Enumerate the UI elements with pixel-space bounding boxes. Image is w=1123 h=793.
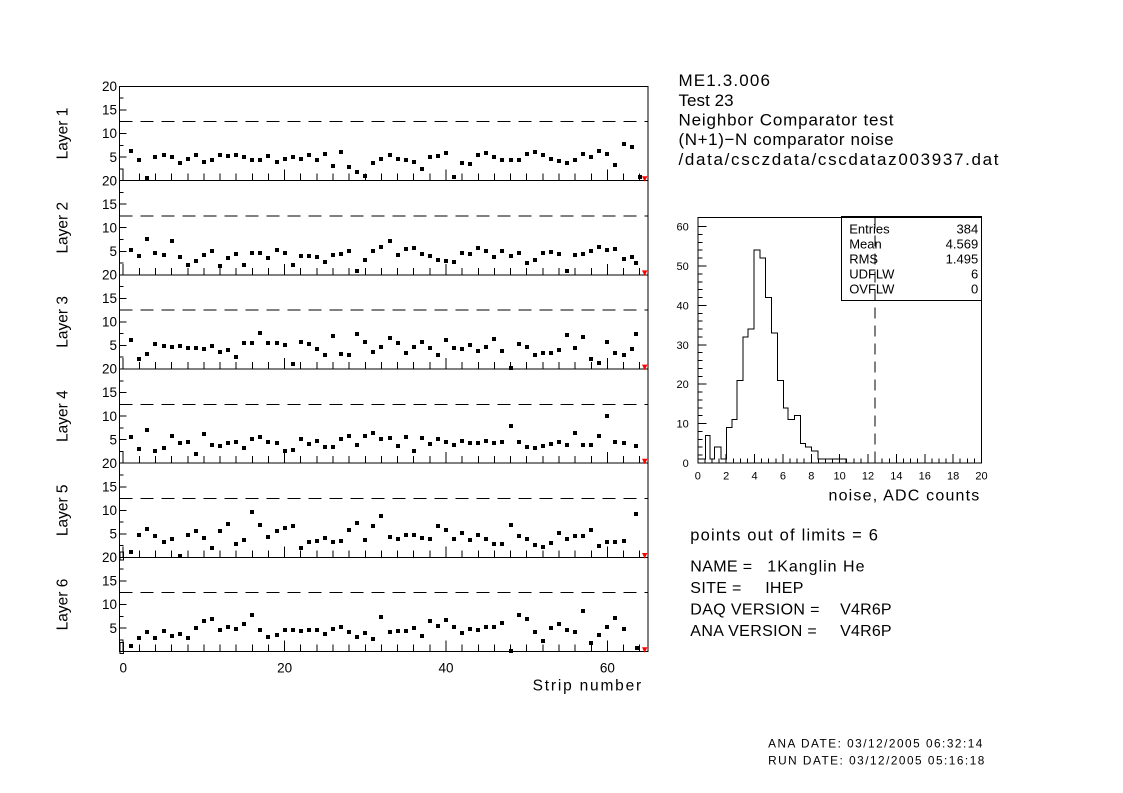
svg-text:5: 5 <box>109 150 117 165</box>
svg-text:Layer 5: Layer 5 <box>55 484 72 536</box>
svg-text:15: 15 <box>102 103 117 118</box>
svg-text:1Kanglin He: 1Kanglin He <box>767 559 865 576</box>
svg-text:20: 20 <box>102 173 117 188</box>
svg-text:0: 0 <box>695 471 701 483</box>
svg-text:NAME =: NAME = <box>690 559 752 576</box>
svg-text:15: 15 <box>102 385 117 400</box>
svg-text:5: 5 <box>109 244 117 259</box>
svg-text:Neighbor Comparator test: Neighbor Comparator test <box>679 111 895 130</box>
svg-text:20: 20 <box>102 362 117 377</box>
svg-text:V4R6P: V4R6P <box>840 623 892 640</box>
svg-text:20: 20 <box>975 471 987 483</box>
svg-text:12: 12 <box>862 471 874 483</box>
svg-text:ANA DATE: 03/12/2005 06:32:14: ANA DATE: 03/12/2005 06:32:14 <box>768 736 984 750</box>
svg-text:Layer 2: Layer 2 <box>55 202 72 254</box>
svg-text:V4R6P: V4R6P <box>840 602 892 619</box>
svg-text:20: 20 <box>102 550 117 565</box>
svg-text:RUN DATE: 03/12/2005 05:16:18: RUN DATE: 03/12/2005 05:16:18 <box>768 754 986 768</box>
svg-text:20: 20 <box>277 661 292 676</box>
svg-text:OVFLW: OVFLW <box>849 281 895 296</box>
svg-text:14: 14 <box>890 471 902 483</box>
svg-text:Layer 6: Layer 6 <box>55 579 72 631</box>
svg-text:8: 8 <box>808 471 814 483</box>
svg-text:10: 10 <box>102 409 117 424</box>
svg-text:RMS: RMS <box>849 251 878 266</box>
svg-text:(N+1)−N comparator noise: (N+1)−N comparator noise <box>679 130 895 149</box>
svg-text:15: 15 <box>102 574 117 589</box>
svg-text:60: 60 <box>677 222 689 234</box>
svg-text:10: 10 <box>102 597 117 612</box>
svg-text:15: 15 <box>102 197 117 212</box>
svg-text:4.569: 4.569 <box>946 236 979 251</box>
svg-text:5: 5 <box>109 338 117 353</box>
svg-text:10: 10 <box>102 126 117 141</box>
svg-text:50: 50 <box>677 261 689 273</box>
svg-text:10: 10 <box>102 315 117 330</box>
svg-text:noise, ADC counts: noise, ADC counts <box>828 488 980 505</box>
svg-text:Layer 4: Layer 4 <box>55 390 72 442</box>
svg-text:Layer 3: Layer 3 <box>55 296 72 348</box>
svg-text:10: 10 <box>102 503 117 518</box>
svg-text:10: 10 <box>102 220 117 235</box>
svg-text:IHEP: IHEP <box>765 580 804 597</box>
svg-text:0: 0 <box>119 661 127 676</box>
svg-text:30: 30 <box>677 340 689 352</box>
svg-text:points out of limits = 6: points out of limits = 6 <box>690 527 879 545</box>
svg-text:40: 40 <box>677 300 689 312</box>
svg-text:10: 10 <box>677 419 689 431</box>
svg-text:6: 6 <box>971 266 978 281</box>
svg-text:20: 20 <box>102 456 117 471</box>
svg-text:UDFLW: UDFLW <box>849 266 895 281</box>
svg-text:Layer 1: Layer 1 <box>55 108 72 160</box>
svg-text:16: 16 <box>919 471 931 483</box>
svg-text:20: 20 <box>677 379 689 391</box>
svg-text:ANA VERSION =: ANA VERSION = <box>690 623 817 640</box>
svg-text:Test 23: Test 23 <box>679 91 734 110</box>
svg-text:0: 0 <box>683 458 689 470</box>
svg-text:ME1.3.006: ME1.3.006 <box>679 71 772 90</box>
svg-text:5: 5 <box>109 527 117 542</box>
svg-text:Mean: Mean <box>849 236 882 251</box>
svg-text:DAQ VERSION =: DAQ VERSION = <box>690 602 819 619</box>
svg-text:SITE =: SITE = <box>690 580 741 597</box>
svg-text:15: 15 <box>102 480 117 495</box>
svg-text:0: 0 <box>971 281 978 296</box>
svg-text:20: 20 <box>102 268 117 283</box>
svg-text:/data/csczdata/cscdataz003937.: /data/csczdata/cscdataz003937.dat <box>679 150 1001 169</box>
svg-text:2: 2 <box>723 471 729 483</box>
svg-text:40: 40 <box>438 661 453 676</box>
svg-text:384: 384 <box>956 222 978 237</box>
svg-text:18: 18 <box>947 471 959 483</box>
svg-text:1.495: 1.495 <box>946 251 979 266</box>
svg-text:60: 60 <box>600 661 615 676</box>
svg-text:5: 5 <box>109 432 117 447</box>
svg-text:10: 10 <box>833 471 845 483</box>
svg-text:Entries: Entries <box>849 222 890 237</box>
svg-text:Strip number: Strip number <box>533 678 643 695</box>
svg-text:20: 20 <box>102 79 117 94</box>
svg-text:6: 6 <box>780 471 786 483</box>
svg-text:4: 4 <box>751 471 757 483</box>
svg-text:5: 5 <box>109 621 117 636</box>
svg-text:15: 15 <box>102 291 117 306</box>
